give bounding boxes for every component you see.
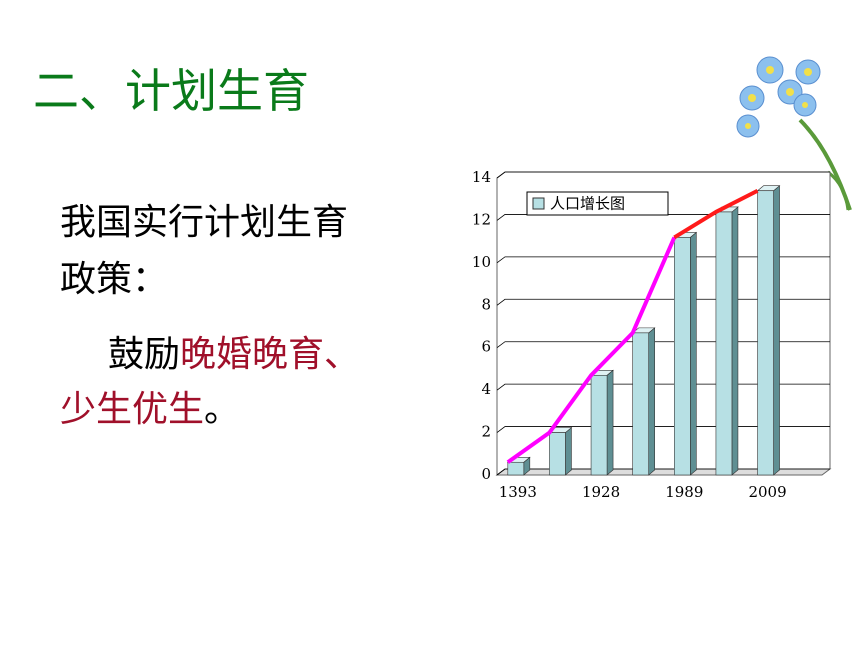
x-tick-label: 1989 [665, 483, 703, 501]
legend-swatch [532, 197, 545, 210]
y-tick-label: 10 [472, 253, 491, 271]
bar [674, 237, 691, 476]
bar [590, 374, 608, 476]
legend-box [526, 191, 669, 216]
bar-side [606, 369, 614, 476]
body-text: 鼓励 [108, 334, 181, 375]
bar [757, 190, 774, 476]
x-tick-label: 1393 [499, 483, 537, 501]
bar [549, 432, 566, 476]
bar-side [648, 327, 655, 476]
body-text: 政策： [60, 259, 169, 300]
y-tick-label: 4 [481, 380, 491, 398]
flower-decoration [736, 56, 852, 211]
x-tick-label: 2009 [748, 483, 786, 501]
highlight-text: 少生优生 [60, 389, 205, 430]
bar [632, 332, 649, 476]
body-text: 鼓励晚婚晚育、 [108, 325, 360, 377]
plot-floor [495, 468, 832, 476]
y-tick-label: 0 [481, 465, 491, 483]
bar [715, 211, 733, 476]
y-tick-label: 6 [481, 338, 491, 356]
bar-side [731, 206, 739, 476]
body-text: 我国实行计划生育 [60, 202, 349, 243]
trend-line [506, 236, 677, 464]
bar-side [690, 231, 697, 476]
trend-line [673, 188, 759, 240]
slide-title: 二、计划生育 [33, 64, 309, 118]
bar-side [565, 426, 572, 476]
y-tick-label: 14 [472, 168, 491, 186]
bar [507, 461, 525, 476]
plot-wall [496, 171, 831, 476]
grid-line [496, 171, 830, 179]
y-tick-label: 2 [481, 423, 491, 441]
body-text: 少生优生。 [60, 380, 240, 432]
x-tick-label: 1928 [582, 483, 620, 501]
y-tick-label: 12 [472, 210, 491, 228]
y-tick-label: 8 [481, 295, 491, 313]
bar-side [773, 185, 780, 476]
highlight-text: 晚婚晚育、 [180, 334, 361, 375]
legend-label: 人口增长图 [550, 195, 625, 213]
body-text: 。 [204, 389, 241, 430]
